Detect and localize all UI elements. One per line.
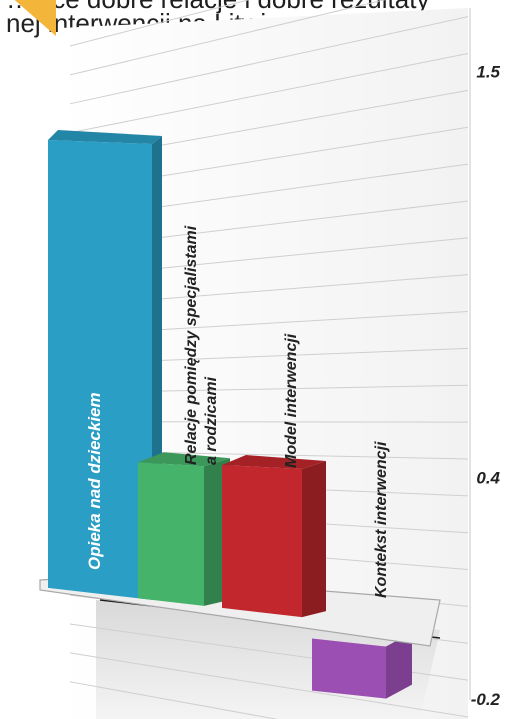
below-floor-bars [312, 632, 412, 699]
tick-label: 1.5 [476, 63, 500, 82]
category-label-line: Relacje pomiędzy specjalistami [183, 225, 200, 465]
gridline [69, 0, 250, 47]
gridline [69, 681, 279, 719]
category-label-line: a rodzicami [203, 376, 220, 465]
bar-front [312, 638, 386, 699]
bar-side [386, 632, 412, 699]
category-label: Opieka nad dzieckiem [85, 392, 104, 570]
category-labels: Opieka nad dzieckiem Relacje pomiędzy spe… [85, 225, 390, 598]
gridline [69, 53, 469, 134]
bar-top [222, 455, 326, 470]
tick-labels: 1.5 0.4 -0.2 [471, 63, 501, 709]
bar-2 [138, 452, 230, 606]
category-label: Model interwencji [283, 333, 300, 468]
bar-top [48, 130, 162, 144]
bar-front [222, 465, 302, 618]
category-label-line: Kontekst interwencji [373, 441, 390, 598]
category-label: Relacje pomiędzy specjalistami a rodzicam… [183, 225, 220, 465]
tick-label: 0.4 [476, 468, 500, 487]
gridline [69, 16, 469, 105]
category-label-line: Opieka nad dzieckiem [85, 392, 104, 570]
category-label-line: Model interwencji [283, 333, 300, 468]
bar-side [302, 461, 326, 618]
corner-decoration [14, 0, 56, 36]
bar-4 [312, 632, 412, 699]
bar-front [138, 462, 204, 606]
bar-top [138, 452, 230, 467]
category-label: Kontekst interwencji [373, 441, 390, 598]
tick-label: -0.2 [471, 690, 501, 709]
bar-3 [222, 455, 326, 618]
bars [48, 130, 326, 618]
bar-front [48, 140, 152, 600]
gridline [69, 652, 469, 718]
caption-line-1: …jące dobre relacje i dobre rezultaty [6, 0, 429, 15]
gridline [69, 0, 386, 76]
